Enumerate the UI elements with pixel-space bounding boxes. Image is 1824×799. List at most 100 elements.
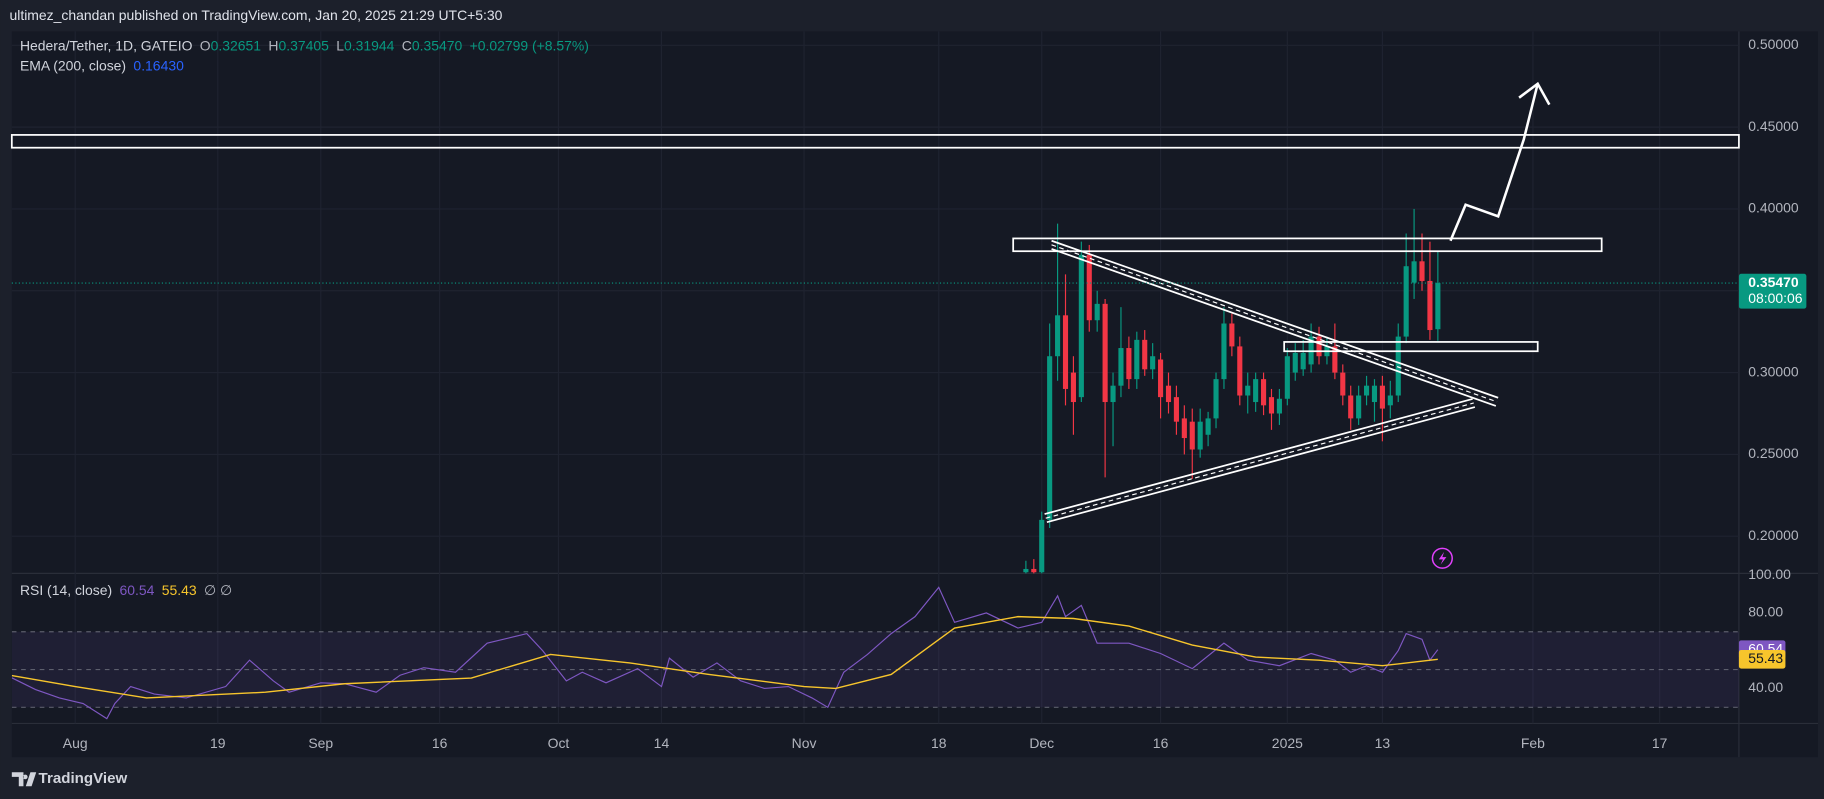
candle-body (1419, 261, 1425, 281)
ema-value: 0.16430 (133, 57, 184, 73)
trendline-mid (1051, 244, 1498, 403)
candle-body (1276, 398, 1282, 414)
candle-body (1086, 254, 1092, 321)
x-tick-label: 17 (1652, 735, 1668, 751)
candle-body (1292, 352, 1298, 373)
resistance-zone (10, 134, 1740, 149)
x-tick-label: 18 (931, 735, 947, 751)
candle-body (1213, 379, 1219, 419)
candle-body (1395, 336, 1401, 396)
rsi-pane (11, 586, 1739, 720)
ohlc-value: 0.37405 (278, 37, 329, 53)
countdown-label: 08:00:06 (1748, 290, 1803, 306)
candle-body (1055, 315, 1061, 357)
last-price-label: 0.35470 (1748, 274, 1799, 290)
trendline (1051, 248, 1497, 407)
rsi-value-box (1738, 649, 1786, 669)
rsi-band (11, 631, 1739, 708)
candle-body (1189, 421, 1195, 450)
candle-body (1039, 519, 1045, 573)
candle-body (1245, 385, 1251, 396)
arrow-head (1518, 81, 1551, 106)
candle-body (1062, 315, 1069, 389)
y-tick-label: 0.30000 (1748, 363, 1799, 379)
candle-body (1435, 283, 1441, 330)
grid (11, 31, 1739, 724)
event-icon-bolt (1438, 551, 1447, 565)
candle-body (1237, 346, 1243, 396)
candle-body (1031, 568, 1037, 573)
x-tick-label: 2025 (1272, 735, 1303, 751)
rsi-value: 60.54 (120, 582, 155, 598)
rsi-tick-label: 80.00 (1748, 604, 1783, 620)
candle-body (1363, 385, 1370, 396)
candle-body (1126, 348, 1132, 380)
rsi-tick-label: 40.00 (1748, 679, 1783, 695)
x-tick-label: Feb (1521, 735, 1545, 751)
ohlc-value: 0.35470 (412, 37, 463, 53)
candle-body (1300, 352, 1306, 370)
ohlc-value: 0.32651 (211, 37, 262, 53)
chart-panel (11, 31, 1818, 758)
change-value: +0.02799 (+8.57%) (470, 37, 589, 53)
candle-body (1229, 323, 1235, 347)
ohlc-label: L (336, 37, 344, 53)
x-tick-label: 14 (654, 735, 670, 751)
candle-body (1427, 280, 1433, 331)
rsi-legend: RSI (14, close) 60.54 55.43 ∅ ∅ (20, 582, 232, 598)
candle-body (1181, 418, 1187, 439)
symbol-legend: Hedera/Tether, 1D, GATEIO O0.32651 H0.37… (20, 37, 589, 53)
trendline (1046, 406, 1476, 524)
y-tick-label: 0.50000 (1748, 36, 1799, 52)
candle-body (1150, 356, 1156, 370)
y-tick-label: 0.45000 (1748, 118, 1799, 134)
trendline-mid (1045, 402, 1474, 519)
candle-body (1078, 254, 1084, 398)
last-price-box (1738, 273, 1807, 309)
candle-body (1094, 303, 1100, 321)
candle-body (1268, 397, 1275, 414)
candle-body (1371, 385, 1378, 403)
candle-body (1205, 418, 1211, 435)
ema-legend: EMA (200, close) 0.16430 (20, 57, 184, 73)
projection-arrow (1449, 83, 1539, 242)
rsi-title: RSI (14, close) (20, 582, 112, 598)
rsi-extra: ∅ ∅ (204, 582, 232, 598)
candle-body (1023, 568, 1029, 573)
resistance-zone (1012, 237, 1603, 253)
rsi-ma-value: 55.43 (162, 582, 197, 598)
candle-body (1118, 348, 1124, 386)
y-tick-label: 0.40000 (1748, 200, 1799, 216)
candle-body (1047, 356, 1053, 520)
x-tick-label: Aug (63, 735, 88, 751)
trendline (1051, 239, 1499, 399)
x-tick-label: Oct (548, 735, 570, 751)
brand-logo (11, 772, 37, 787)
y-tick-label: 0.20000 (1748, 527, 1799, 543)
drawings (10, 81, 1740, 524)
rsi-value-label: 55.43 (1748, 650, 1783, 666)
event-icon (1431, 547, 1453, 569)
candle-body (1332, 346, 1338, 373)
candle-body (1411, 261, 1417, 283)
candle-body (1197, 421, 1203, 450)
rsi-ma-line (11, 615, 1438, 699)
candle-body (1221, 323, 1227, 380)
candle-body (1110, 385, 1116, 403)
candle-body (1387, 395, 1393, 406)
candle-body (1379, 385, 1385, 409)
trendline (1044, 398, 1473, 515)
candle-body (1348, 395, 1354, 419)
candle-body (1261, 379, 1267, 406)
x-tick-label: Nov (792, 735, 817, 751)
x-tick-label: 16 (1153, 735, 1169, 751)
x-tick-label: 19 (210, 735, 226, 751)
rsi-line (11, 586, 1439, 720)
rsi-tick-label: 100.00 (1748, 566, 1791, 582)
candle-body (1253, 379, 1259, 403)
candle-body (1102, 303, 1108, 403)
candle-body (1284, 356, 1290, 399)
x-tick-label: 16 (432, 735, 448, 751)
